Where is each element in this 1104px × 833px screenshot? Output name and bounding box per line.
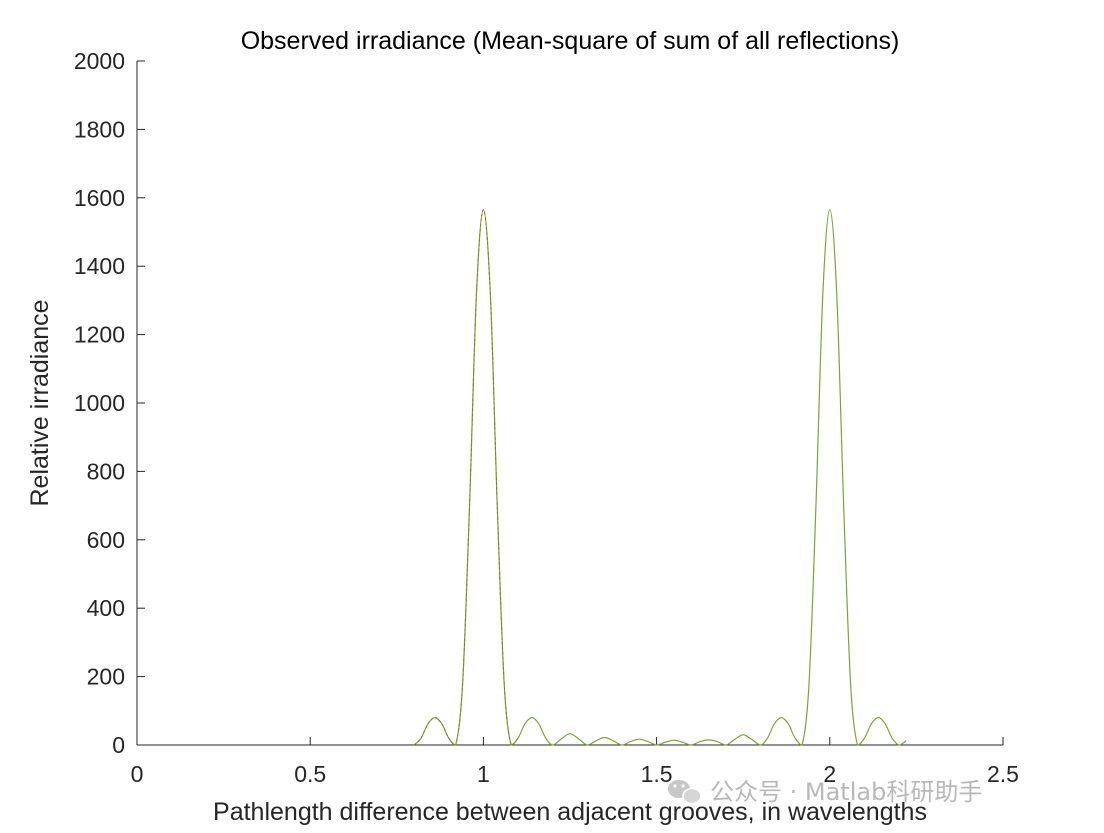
y-tick-label: 1000 bbox=[74, 390, 125, 416]
series-overlay-segment bbox=[413, 209, 519, 746]
y-tick-label: 1200 bbox=[74, 322, 125, 348]
y-tick-label: 2000 bbox=[74, 48, 125, 74]
x-tick-label: 2 bbox=[823, 761, 836, 787]
y-tick-label: 1800 bbox=[74, 116, 125, 142]
x-tick-label: 0 bbox=[131, 761, 144, 787]
x-axis-label: Pathlength difference between adjacent g… bbox=[213, 798, 927, 826]
watermark: 公众号 · Matlab科研助手 bbox=[668, 778, 982, 806]
series-line-0 bbox=[413, 209, 907, 746]
y-tick-label: 200 bbox=[87, 664, 125, 690]
x-tick-label: 0.5 bbox=[294, 761, 326, 787]
chart-title: Observed irradiance (Mean-square of sum … bbox=[241, 27, 900, 55]
y-tick-label: 1400 bbox=[74, 253, 125, 279]
x-ticks: 0 0.5 1 1.5 2 2.5 bbox=[131, 737, 1019, 787]
y-tick-label: 0 bbox=[112, 732, 125, 758]
y-tick-label: 1600 bbox=[74, 185, 125, 211]
x-tick-label: 2.5 bbox=[987, 761, 1019, 787]
y-tick-label: 800 bbox=[87, 458, 125, 484]
watermark-text: 公众号 · Matlab科研助手 bbox=[710, 778, 982, 806]
y-tick-label: 600 bbox=[87, 527, 125, 553]
y-ticks: 0 200 400 600 800 1000 1200 1400 1600 1800 2000 bbox=[74, 48, 145, 758]
x-tick-label: 1.5 bbox=[641, 761, 673, 787]
x-tick-label: 1 bbox=[477, 761, 490, 787]
wechat-icon bbox=[668, 780, 702, 805]
y-axis-label: Relative irradiance bbox=[26, 299, 54, 506]
series-layer bbox=[413, 209, 907, 746]
y-tick-label: 400 bbox=[87, 595, 125, 621]
